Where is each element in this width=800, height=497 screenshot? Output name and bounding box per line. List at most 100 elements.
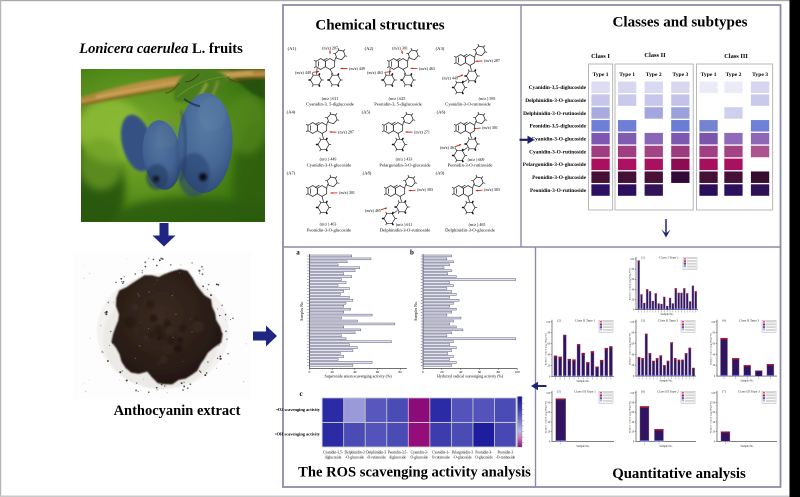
svg-text:60: 60 xyxy=(548,411,551,414)
svg-text:(m/z ) 611: (m/z ) 611 xyxy=(396,222,413,227)
svg-text:S: S xyxy=(690,312,691,314)
svg-text:40: 40 xyxy=(459,370,463,374)
svg-text:80: 80 xyxy=(713,332,716,335)
svg-text:S: S xyxy=(555,379,556,381)
svg-text:40: 40 xyxy=(548,421,551,424)
svg-text:Sample No.: Sample No. xyxy=(576,445,590,448)
svg-text:(A3): (A3) xyxy=(436,46,445,51)
svg-text:Peonidin-3-O-glucoside: Peonidin-3-O-glucoside xyxy=(307,228,351,233)
svg-text:0: 0 xyxy=(549,440,551,443)
svg-text:S: S xyxy=(583,379,584,381)
svg-text:Classes and subtypes: Classes and subtypes xyxy=(612,15,747,31)
svg-text:Cyanidin-3-O-rutinoside: Cyanidin-3-O-rutinoside xyxy=(445,102,490,107)
svg-text:S: S xyxy=(675,378,676,380)
svg-text:Lonicera caerulea L. fruits: Lonicera caerulea L. fruits xyxy=(78,41,243,57)
svg-text:Cyanidin-3-: Cyanidin-3- xyxy=(432,451,450,455)
svg-text:(1): (1) xyxy=(641,256,645,260)
svg-text:S: S xyxy=(695,312,696,314)
svg-text:(A7): (A7) xyxy=(287,171,296,176)
svg-text:S: S xyxy=(667,312,668,314)
svg-text:S: S xyxy=(661,312,662,314)
svg-text:S: S xyxy=(610,379,611,381)
svg-text:S: S xyxy=(638,312,639,314)
svg-text:100: 100 xyxy=(630,392,635,395)
svg-text:80: 80 xyxy=(632,332,635,335)
svg-text:(A9): (A9) xyxy=(436,171,445,176)
svg-text:Type 3: Type 3 xyxy=(672,72,688,78)
svg-text:(A8): (A8) xyxy=(363,171,372,176)
svg-text:Relative content (mg/100g FW): Relative content (mg/100g FW) xyxy=(629,333,632,365)
svg-text:S: S xyxy=(735,378,736,380)
svg-text:60: 60 xyxy=(632,343,635,346)
svg-text:(m/z ) 609: (m/z ) 609 xyxy=(468,157,485,162)
svg-text:Cyanidin-3-O-glucoside: Cyanidin-3-O-glucoside xyxy=(531,136,586,142)
svg-text:Peonidin-3, 5-diglucoside: Peonidin-3, 5-diglucoside xyxy=(374,102,421,108)
svg-text:Delphinidin-3-O-glucoside: Delphinidin-3-O-glucoside xyxy=(525,98,586,104)
svg-text:S: S xyxy=(587,379,588,381)
svg-text:S: S xyxy=(660,378,661,380)
svg-text:S: S xyxy=(569,379,570,381)
svg-text:20: 20 xyxy=(632,364,635,367)
svg-text:20: 20 xyxy=(548,431,551,434)
svg-text:(7): (7) xyxy=(722,389,726,393)
svg-text:Relative content (mg/100g FW): Relative content (mg/100g FW) xyxy=(710,333,713,365)
svg-text:(m/z) 301: (m/z) 301 xyxy=(392,46,408,51)
svg-text:20: 20 xyxy=(548,365,551,368)
svg-text:(m/z) 449: (m/z) 449 xyxy=(295,70,311,75)
svg-text:Type 1: Type 1 xyxy=(701,72,717,78)
svg-text:S: S xyxy=(658,312,659,314)
svg-text:S: S xyxy=(672,312,673,314)
svg-text:O-glucoside: O-glucoside xyxy=(410,456,428,460)
svg-text:Superoxide anion scavenging ac: Superoxide anion scavenging activity (%) xyxy=(325,374,393,379)
svg-text:Sample No.: Sample No. xyxy=(740,380,754,383)
svg-text:S: S xyxy=(646,378,647,380)
svg-text:0: 0 xyxy=(714,440,716,443)
svg-text:S: S xyxy=(649,378,650,380)
svg-text:(m/z) 463: (m/z) 463 xyxy=(367,70,383,75)
svg-text:S: S xyxy=(678,312,679,314)
svg-text:0: 0 xyxy=(422,370,424,374)
svg-text:Quantitative analysis: Quantitative analysis xyxy=(612,466,746,482)
svg-text:Cyanidin-3,5-diglucoside: Cyanidin-3,5-diglucoside xyxy=(529,85,587,91)
svg-text:Class III Type 3: Class III Type 3 xyxy=(738,389,760,393)
svg-text:(A6): (A6) xyxy=(437,110,446,115)
svg-text:Peonidin-3-O-glucoside: Peonidin-3-O-glucoside xyxy=(532,175,587,181)
svg-text:Peonidin-3-O-rutinoside: Peonidin-3-O-rutinoside xyxy=(448,163,493,168)
svg-text:Sample No.: Sample No. xyxy=(740,445,754,448)
svg-text:S: S xyxy=(592,379,593,381)
svg-text:80: 80 xyxy=(399,370,403,374)
svg-text:S: S xyxy=(678,378,679,380)
svg-text:(6): (6) xyxy=(641,389,645,393)
svg-text:(5): (5) xyxy=(557,389,561,393)
svg-text:(A5): (A5) xyxy=(362,110,371,115)
svg-text:O-rutinoside: O-rutinoside xyxy=(432,456,451,460)
svg-text:Pelargonidin-3-O-glucoside: Pelargonidin-3-O-glucoside xyxy=(379,163,430,168)
svg-text:Type 2: Type 2 xyxy=(646,72,662,78)
svg-text:•OH scavenging activity: •OH scavenging activity xyxy=(275,431,321,436)
svg-text:Type 3: Type 3 xyxy=(752,72,768,78)
svg-text:20: 20 xyxy=(713,364,716,367)
svg-text:Chemical structures: Chemical structures xyxy=(315,18,444,34)
svg-text:Sample No.: Sample No. xyxy=(576,380,590,383)
svg-text:S: S xyxy=(658,443,659,445)
svg-text:S: S xyxy=(650,312,651,314)
svg-text:40: 40 xyxy=(353,370,357,374)
svg-text:•O2 scavenging activity: •O2 scavenging activity xyxy=(276,407,321,412)
svg-text:S: S xyxy=(560,443,561,445)
svg-text:Sample No.: Sample No. xyxy=(660,313,674,316)
svg-text:Relative content (mg/100g FW): Relative content (mg/100g FW) xyxy=(710,401,713,433)
svg-text:Class I: Class I xyxy=(591,53,610,60)
svg-text:S: S xyxy=(639,378,640,380)
svg-text:40: 40 xyxy=(632,421,635,424)
svg-text:S: S xyxy=(689,378,690,380)
svg-text:(m/z ) 463: (m/z ) 463 xyxy=(320,222,337,227)
svg-text:b: b xyxy=(410,249,414,257)
svg-text:S: S xyxy=(747,378,748,380)
svg-text:diglucoside: diglucoside xyxy=(325,456,342,460)
svg-text:S: S xyxy=(668,378,669,380)
svg-text:Type 1: Type 1 xyxy=(593,72,609,78)
svg-text:Hydroxyl radical scavenging ac: Hydroxyl radical scavenging activity (%) xyxy=(437,374,504,379)
svg-text:Samples No.: Samples No. xyxy=(300,301,304,320)
svg-text:S: S xyxy=(657,378,658,380)
svg-text:(m/z) 301: (m/z) 301 xyxy=(482,125,498,130)
